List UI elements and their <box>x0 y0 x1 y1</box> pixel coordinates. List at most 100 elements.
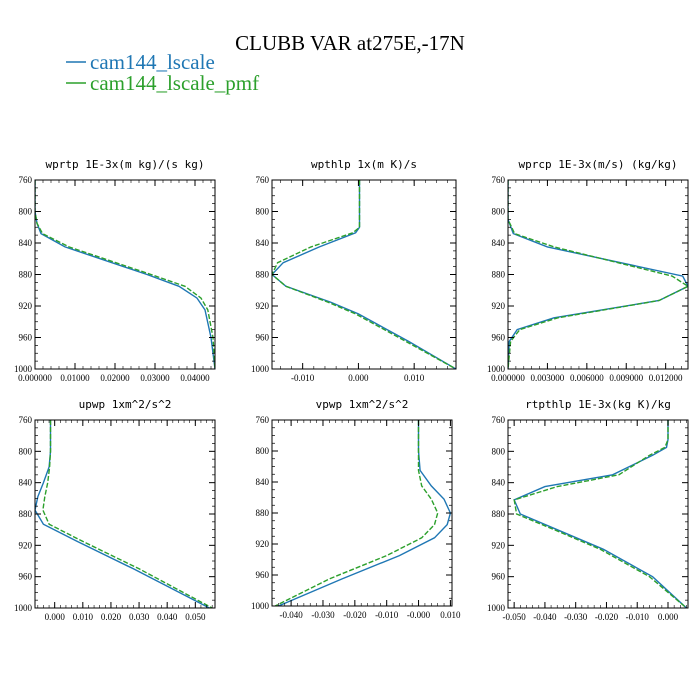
y-tick-label: 800 <box>256 207 270 217</box>
y-tick-label: 880 <box>19 509 33 519</box>
series-line-lscale <box>508 180 688 369</box>
figure-title: CLUBB VAR at275E,-17N <box>235 31 465 55</box>
series-line-lscale <box>272 180 456 369</box>
y-tick-label: 1000 <box>14 364 33 374</box>
y-tick-label: 880 <box>256 508 270 518</box>
y-tick-label: 920 <box>256 539 270 549</box>
y-tick-label: 800 <box>256 446 270 456</box>
x-tick-label: 0.000 <box>348 373 369 383</box>
x-tick-label: 0.010 <box>73 612 94 622</box>
y-tick-label: 760 <box>19 175 33 185</box>
x-tick-label: 0.04000 <box>180 373 210 383</box>
y-tick-label: 960 <box>492 572 506 582</box>
x-tick-label: -0.040 <box>279 610 303 620</box>
x-tick-label: -0.030 <box>564 612 588 622</box>
x-tick-label: 0.003000 <box>531 373 565 383</box>
x-tick-label: -0.040 <box>533 612 557 622</box>
x-tick-label: 0.000000 <box>491 373 525 383</box>
y-tick-label: 760 <box>492 415 506 425</box>
x-tick-label: 0.009000 <box>609 373 643 383</box>
y-tick-label: 1000 <box>14 603 33 613</box>
y-tick-label: 920 <box>19 540 33 550</box>
series-line-lscale <box>35 180 215 369</box>
y-tick-label: 800 <box>19 446 33 456</box>
panel-2: wpthlp 1x(m K)/s 760 800 840 880 920 960 1000 -0… <box>251 158 457 383</box>
x-tick-label: 0.02000 <box>100 373 130 383</box>
x-tick-label: 0.010 <box>404 373 425 383</box>
plot-frame <box>507 179 689 370</box>
series-line-lscale-pmf <box>35 180 215 369</box>
legend-label-lscale: cam144_lscale <box>90 50 215 74</box>
legend-label-lscale-pmf: cam144_lscale_pmf <box>90 71 259 95</box>
panel-4: upwp 1xm^2/s^2 760 800 840 880 920 960 1000 0.00… <box>14 398 216 622</box>
y-tick-label: 840 <box>19 238 33 248</box>
series-line-lscale-pmf <box>272 180 456 369</box>
y-tick-label: 1000 <box>251 601 270 611</box>
x-tick-label: 0.012000 <box>649 373 683 383</box>
y-tick-label: 1000 <box>487 364 506 374</box>
plot-frame <box>34 419 216 609</box>
y-tick-label: 840 <box>492 478 506 488</box>
series-line-lscale-pmf <box>513 420 687 608</box>
y-tick-label: 960 <box>256 570 270 580</box>
panel-1: wprtp 1E-3x(m kg)/(s kg) 760 800 840 880 920 9… <box>14 158 216 383</box>
y-tick-label: 840 <box>256 477 270 487</box>
panel-title: wpthlp 1x(m K)/s <box>311 158 417 171</box>
plot-frame <box>507 419 689 609</box>
series-line-lscale <box>513 420 687 608</box>
x-tick-label: -0.000 <box>407 610 431 620</box>
plot-frame <box>34 179 216 370</box>
y-tick-label: 960 <box>19 572 33 582</box>
legend: cam144_lscale cam144_lscale_pmf <box>66 50 259 95</box>
y-tick-label: 920 <box>492 301 506 311</box>
x-tick-label: 0.000000 <box>18 373 52 383</box>
y-tick-label: 760 <box>256 175 270 185</box>
x-tick-label: -0.050 <box>503 612 527 622</box>
y-tick-label: 800 <box>19 207 33 217</box>
y-tick-label: 880 <box>492 509 506 519</box>
series-line-lscale-pmf <box>42 420 213 608</box>
y-tick-label: 840 <box>256 238 270 248</box>
panel-title: rtpthlp 1E-3x(kg K)/kg <box>525 398 671 411</box>
panel-title: wprcp 1E-3x(m/s) (kg/kg) <box>519 158 678 171</box>
series-line-lscale-pmf <box>274 420 439 606</box>
plot-frame <box>271 419 453 607</box>
x-tick-label: 0.020 <box>101 612 122 622</box>
x-tick-label: -0.010 <box>375 610 399 620</box>
panel-grid: wprtp 1E-3x(m kg)/(s kg) 760 800 840 880 920 9… <box>14 158 689 622</box>
y-tick-label: 880 <box>256 270 270 280</box>
x-tick-label: 0.000 <box>658 612 679 622</box>
y-tick-label: 760 <box>256 415 270 425</box>
panel-title: upwp 1xm^2/s^2 <box>79 398 172 411</box>
y-tick-label: 920 <box>19 301 33 311</box>
x-tick-label: 0.006000 <box>570 373 604 383</box>
y-tick-label: 1000 <box>251 364 270 374</box>
panel-6: rtpthlp 1E-3x(kg K)/kg 760 800 840 880 920 960… <box>487 398 689 622</box>
y-tick-label: 920 <box>492 540 506 550</box>
y-tick-label: 920 <box>256 301 270 311</box>
x-tick-label: 0.040 <box>157 612 178 622</box>
y-tick-label: 760 <box>492 175 506 185</box>
y-tick-label: 840 <box>19 478 33 488</box>
y-tick-label: 800 <box>492 446 506 456</box>
y-tick-label: 1000 <box>487 603 506 613</box>
y-tick-label: 960 <box>492 333 506 343</box>
x-tick-label: -0.020 <box>595 612 619 622</box>
x-tick-label: 0.01000 <box>60 373 90 383</box>
y-tick-label: 840 <box>492 238 506 248</box>
x-tick-label: 0.030 <box>129 612 150 622</box>
x-tick-label: -0.010 <box>626 612 650 622</box>
y-tick-label: 960 <box>256 333 270 343</box>
y-tick-label: 880 <box>492 270 506 280</box>
x-tick-label: -0.010 <box>291 373 315 383</box>
x-tick-label: 0.050 <box>185 612 206 622</box>
series-line-lscale-pmf <box>508 180 688 369</box>
x-tick-label: 0.03000 <box>140 373 170 383</box>
series-line-lscale <box>278 420 452 606</box>
panel-5: vpwp 1xm^2/s^2 760 800 840 880 920 960 1000 -0.0… <box>251 398 461 620</box>
y-tick-label: 960 <box>19 333 33 343</box>
panel-3: wprcp 1E-3x(m/s) (kg/kg) 760 800 840 880 920 9… <box>487 158 689 383</box>
series-line-lscale <box>35 420 210 608</box>
plot-frame <box>271 179 457 370</box>
